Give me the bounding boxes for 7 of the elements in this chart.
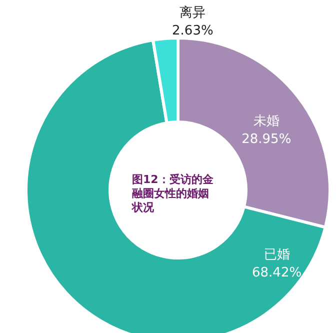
slice-label: 已婚 <box>264 248 290 263</box>
text: 图12：受访的金融圈女性的婚姻状况 <box>131 173 214 214</box>
slice-label: 未婚 <box>253 114 280 130</box>
data-label: 28.95% <box>242 132 292 148</box>
slice-label: 离异 <box>180 4 206 21</box>
data-label: 68.42% <box>252 266 302 281</box>
data-label: 2.63% <box>172 24 214 39</box>
